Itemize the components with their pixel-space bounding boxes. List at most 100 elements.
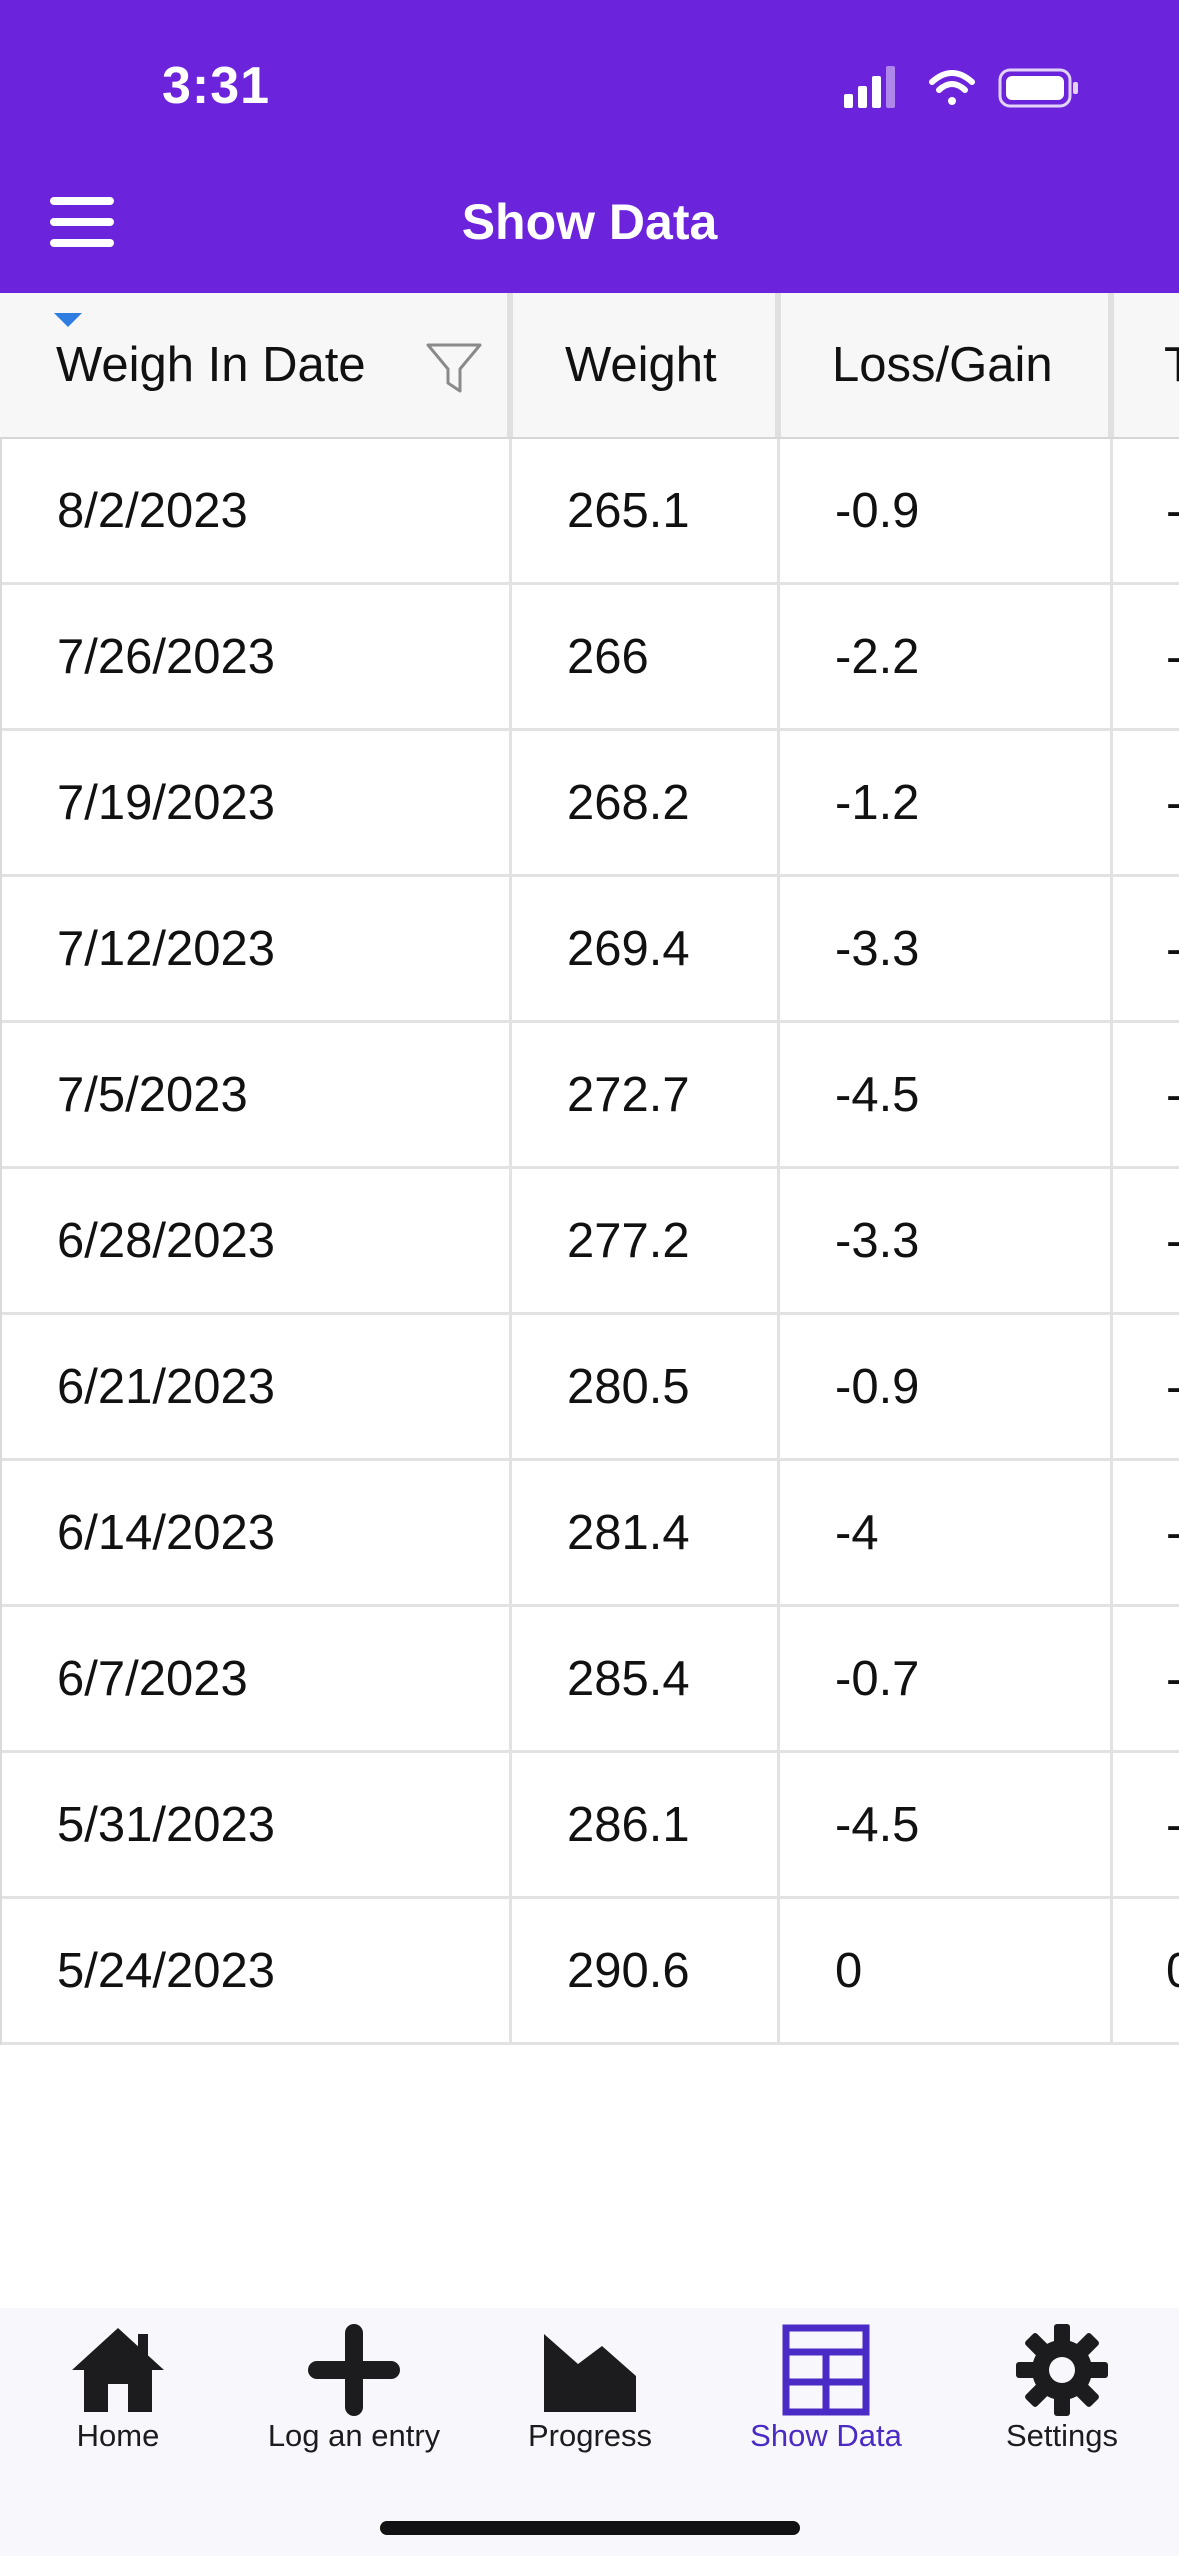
chart-icon: [544, 2334, 636, 2412]
table-row[interactable]: 5/31/2023 286.1 -4.5 -: [0, 1753, 1179, 1899]
row-border: [0, 1169, 2, 1315]
column-divider: [777, 1899, 780, 2045]
tab-label: Progress: [527, 2418, 653, 2453]
cell-loss-gain: -0.9: [835, 483, 920, 538]
column-divider: [777, 1023, 780, 1169]
plus-icon: [308, 2324, 400, 2416]
tab-label: Settings: [1005, 2418, 1118, 2453]
status-time: 3:31: [162, 57, 271, 115]
table-row[interactable]: 7/26/2023 266 -2.2 -: [0, 585, 1179, 731]
column-divider: [777, 1607, 780, 1753]
cell-partial: -: [1166, 1607, 1179, 1750]
cell-date: 6/7/2023: [57, 1651, 248, 1706]
column-divider: [777, 585, 780, 731]
column-header-weight[interactable]: Weight: [565, 338, 717, 392]
column-divider: [777, 1315, 780, 1461]
cell-date: 8/2/2023: [57, 483, 248, 538]
column-divider: [1110, 1607, 1113, 1753]
table-row[interactable]: 7/19/2023 268.2 -1.2 -: [0, 731, 1179, 877]
column-divider: [509, 1899, 512, 2045]
signal-icon: [844, 66, 895, 108]
cell-loss-gain: -0.9: [835, 1359, 920, 1414]
column-divider: [777, 1753, 780, 1899]
tab-log-entry[interactable]: Log an entry: [236, 2308, 472, 2508]
cell-date: 6/28/2023: [57, 1213, 275, 1268]
cell-weight: 290.6: [567, 1943, 690, 1998]
row-border: [0, 1315, 2, 1461]
cell-weight: 266: [567, 629, 649, 684]
column-divider: [509, 1023, 512, 1169]
cell-date: 6/21/2023: [57, 1359, 275, 1414]
grid-body: 8/2/2023265.1-0.9-7/26/2023266-2.2-7/19/…: [0, 439, 1179, 2045]
grid-header: Weigh In Date Weight Loss/Gain T: [0, 293, 1179, 439]
column-divider: [509, 1753, 512, 1899]
cell-weight: 268.2: [567, 775, 690, 830]
home-icon: [72, 2328, 164, 2412]
tab-label: Log an entry: [267, 2418, 441, 2453]
table-row[interactable]: 8/2/2023 265.1 -0.9 -: [0, 439, 1179, 585]
page-title: Show Data: [461, 194, 718, 250]
table-row[interactable]: 6/14/2023 281.4 -4 -: [0, 1461, 1179, 1607]
status-icons: [844, 66, 1078, 108]
column-divider: [509, 439, 512, 585]
column-divider: [777, 877, 780, 1023]
table-row[interactable]: 7/5/2023 272.7 -4.5 -: [0, 1023, 1179, 1169]
cell-date: 7/5/2023: [57, 1067, 248, 1122]
column-separator[interactable]: [775, 293, 781, 437]
column-divider: [509, 1607, 512, 1753]
cell-date: 7/19/2023: [57, 775, 275, 830]
column-divider: [509, 585, 512, 731]
gear-icon: [1016, 2324, 1108, 2416]
column-divider: [1110, 1169, 1113, 1315]
cell-partial: -: [1166, 585, 1179, 728]
cell-loss-gain: -0.7: [835, 1651, 920, 1706]
column-divider: [509, 731, 512, 877]
column-header-loss-gain[interactable]: Loss/Gain: [832, 338, 1053, 392]
cell-weight: 265.1: [567, 483, 690, 538]
cell-date: 5/31/2023: [57, 1797, 275, 1852]
row-border: [0, 585, 2, 731]
column-divider: [1110, 1315, 1113, 1461]
cell-loss-gain: -4: [835, 1505, 879, 1560]
tab-show-data[interactable]: Show Data: [708, 2308, 944, 2508]
menu-icon[interactable]: [50, 197, 114, 247]
cell-loss-gain: -4.5: [835, 1067, 920, 1122]
row-border: [0, 439, 2, 585]
tab-home[interactable]: Home: [0, 2308, 236, 2508]
home-indicator[interactable]: [380, 2521, 800, 2535]
cell-partial: -: [1166, 1753, 1179, 1896]
cell-loss-gain: -1.2: [835, 775, 920, 830]
tab-bar: Home Log an entry Progress Show Data: [0, 2308, 1179, 2556]
filter-icon[interactable]: [424, 339, 484, 395]
table-row[interactable]: 5/24/2023 290.6 0 0: [0, 1899, 1179, 2045]
column-header-date[interactable]: Weigh In Date: [56, 338, 366, 392]
column-divider: [1110, 731, 1113, 877]
tab-progress[interactable]: Progress: [472, 2308, 708, 2508]
table-icon: [782, 2324, 870, 2416]
row-border: [0, 877, 2, 1023]
table-row[interactable]: 6/7/2023 285.4 -0.7 -: [0, 1607, 1179, 1753]
table-row[interactable]: 6/21/2023 280.5 -0.9 -: [0, 1315, 1179, 1461]
cell-date: 5/24/2023: [57, 1943, 275, 1998]
cell-weight: 277.2: [567, 1213, 690, 1268]
table-row[interactable]: 7/12/2023 269.4 -3.3 -: [0, 877, 1179, 1023]
cell-partial: -: [1166, 1169, 1179, 1312]
column-header-partial[interactable]: T: [1164, 338, 1179, 392]
cell-weight: 272.7: [567, 1067, 690, 1122]
column-separator[interactable]: [507, 293, 513, 437]
column-separator[interactable]: [1108, 293, 1114, 437]
column-divider: [777, 731, 780, 877]
tab-label: Show Data: [750, 2418, 902, 2453]
table-row[interactable]: 6/28/2023 277.2 -3.3 -: [0, 1169, 1179, 1315]
cell-date: 6/14/2023: [57, 1505, 275, 1560]
cell-weight: 285.4: [567, 1651, 690, 1706]
row-border: [0, 1461, 2, 1607]
row-border: [0, 1753, 2, 1899]
cell-partial: -: [1166, 1461, 1179, 1604]
cell-weight: 269.4: [567, 921, 690, 976]
tab-settings[interactable]: Settings: [944, 2308, 1179, 2508]
cell-date: 7/12/2023: [57, 921, 275, 976]
column-divider: [509, 1461, 512, 1607]
cell-weight: 286.1: [567, 1797, 690, 1852]
cell-weight: 280.5: [567, 1359, 690, 1414]
